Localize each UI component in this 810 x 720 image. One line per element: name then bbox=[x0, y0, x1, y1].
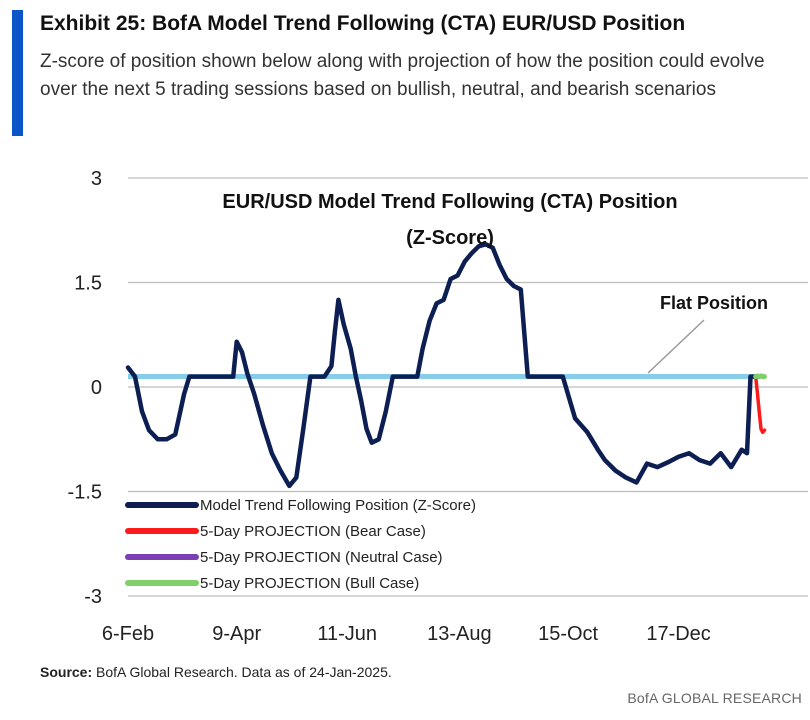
legend-item-model-position: Model Trend Following Position (Z-Score) bbox=[125, 497, 476, 514]
series-model-position bbox=[125, 241, 762, 489]
exhibit-title: Exhibit 25: BofA Model Trend Following (… bbox=[40, 12, 686, 35]
x-tick-label-2: 11-Jun bbox=[317, 623, 377, 645]
y-tick-label-2: 0 bbox=[91, 377, 102, 399]
cta-position-chart: 3 1.5 0 -1.5 -36-Feb 9-Apr 11-Jun 13-Aug 15-Oct 1… bbox=[68, 168, 808, 645]
y-tick-label-0: 3 bbox=[91, 168, 102, 190]
legend: Model Trend Following Position (Z-Score)… bbox=[125, 497, 476, 592]
y-tick-label-1: 1.5 bbox=[74, 273, 102, 295]
x-tick-label-3: 13-Aug bbox=[427, 623, 492, 645]
chart-title-line-2: (Z-Score) bbox=[406, 227, 494, 249]
grid-layer: 3 1.5 0 -1.5 -36-Feb 9-Apr 11-Jun 13-Aug 15-Oct 1… bbox=[68, 168, 808, 645]
flat-position-leader-line bbox=[647, 319, 705, 374]
x-tick-label-1: 9-Apr bbox=[212, 623, 261, 645]
x-tick-label-5: 17-Dec bbox=[646, 623, 710, 645]
source-label: Source: bbox=[40, 664, 93, 680]
source-note: Source: BofA Global Research. Data as of… bbox=[40, 664, 392, 680]
accent-bar bbox=[12, 10, 23, 136]
legend-item-neutral: 5-Day PROJECTION (Neutral Case) bbox=[125, 549, 443, 566]
series-bear-projection bbox=[753, 374, 767, 435]
y-tick-label-3: -1.5 bbox=[68, 482, 102, 504]
exhibit-subtitle: Z-score of position shown below along wi… bbox=[40, 51, 765, 100]
x-tick-label-4: 15-Oct bbox=[538, 623, 598, 645]
source-text: BofA Global Research. Data as of 24-Jan-… bbox=[92, 664, 392, 680]
y-tick-label-4: -3 bbox=[84, 586, 102, 608]
legend-item-neutral-label: 5-Day PROJECTION (Neutral Case) bbox=[200, 549, 443, 566]
legend-item-bull-label: 5-Day PROJECTION (Bull Case) bbox=[200, 575, 419, 592]
legend-item-bear: 5-Day PROJECTION (Bear Case) bbox=[125, 523, 426, 540]
series-bull-projection bbox=[753, 373, 767, 380]
legend-item-model-position-label: Model Trend Following Position (Z-Score) bbox=[200, 497, 476, 514]
label-layer: EUR/USD Model Trend Following (CTA) Posi… bbox=[222, 191, 768, 374]
brand-footer: BofA GLOBAL RESEARCH bbox=[627, 690, 802, 706]
flat-position-annotation: Flat Position bbox=[660, 293, 768, 313]
legend-item-bear-label: 5-Day PROJECTION (Bear Case) bbox=[200, 523, 426, 540]
series-layer bbox=[125, 241, 767, 489]
legend-item-bull: 5-Day PROJECTION (Bull Case) bbox=[125, 575, 419, 592]
chart-title-line-1: EUR/USD Model Trend Following (CTA) Posi… bbox=[222, 191, 677, 213]
x-tick-label-0: 6-Feb bbox=[102, 623, 154, 645]
